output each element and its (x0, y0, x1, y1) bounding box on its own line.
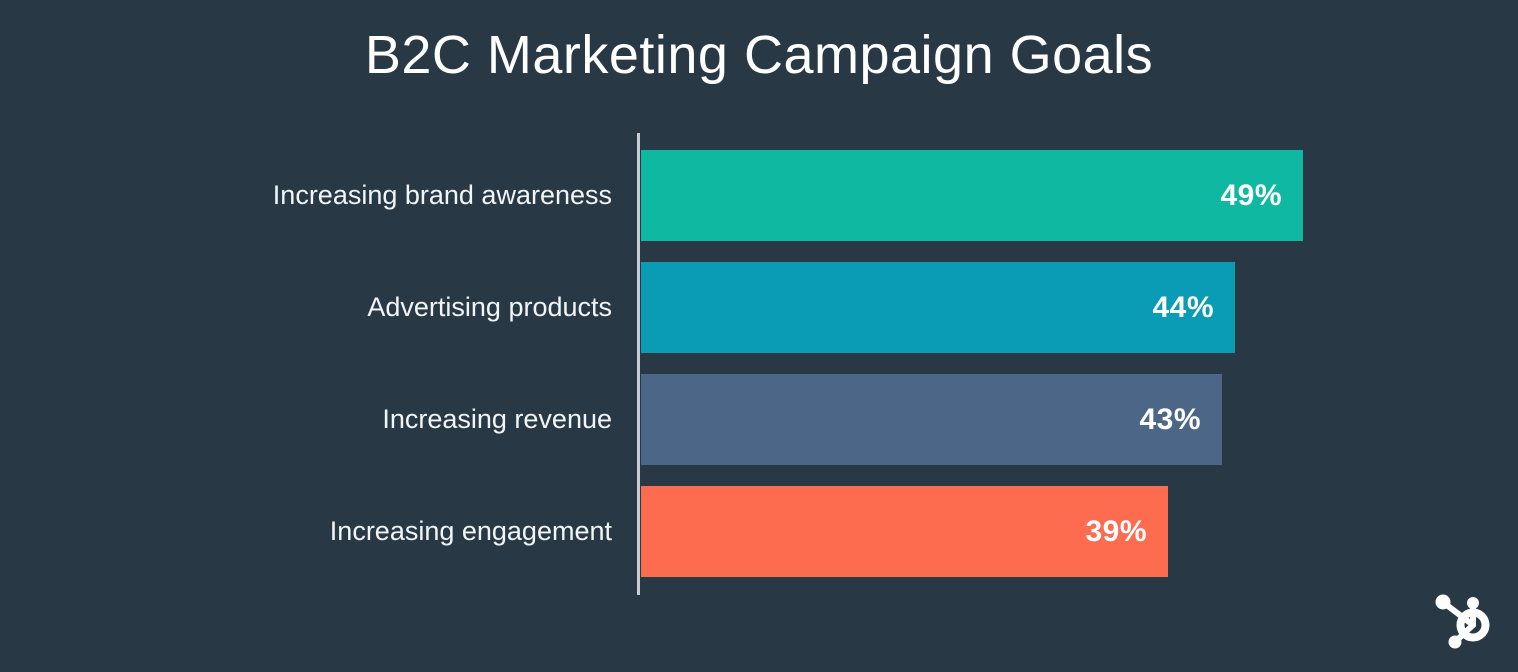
bar: 43% (641, 374, 1222, 465)
category-label-text: Advertising products (367, 292, 612, 323)
category-label-text: Increasing revenue (382, 404, 612, 435)
bar-value-label: 43% (1139, 402, 1201, 436)
bar-row: Advertising products 44% (0, 262, 1518, 353)
bar-value-label: 39% (1085, 514, 1147, 548)
bar-row: Increasing revenue 43% (0, 374, 1518, 465)
bar-row: Increasing engagement 39% (0, 486, 1518, 577)
category-label: Advertising products (0, 289, 612, 325)
hubspot-sprocket-icon (1435, 594, 1490, 649)
category-label: Increasing engagement (0, 513, 612, 549)
bar: 39% (641, 486, 1168, 577)
category-label: Increasing revenue (0, 401, 612, 437)
category-label: Increasing brand awareness (0, 177, 612, 213)
y-axis-line (637, 133, 640, 595)
bar-rows: Increasing brand awareness 49% Advertising… (0, 150, 1518, 577)
category-label-text: Increasing engagement (329, 516, 612, 547)
bar-value-label: 44% (1152, 290, 1214, 324)
bar-row: Increasing brand awareness 49% (0, 150, 1518, 241)
bar-value-label: 49% (1220, 178, 1282, 212)
chart-title: B2C Marketing Campaign Goals (364, 25, 1154, 85)
bar: 49% (641, 150, 1303, 241)
bar-chart: Increasing brand awareness 49% Advertising… (0, 133, 1518, 595)
bar: 44% (641, 262, 1235, 353)
category-label-text: Increasing brand awareness (272, 180, 612, 211)
